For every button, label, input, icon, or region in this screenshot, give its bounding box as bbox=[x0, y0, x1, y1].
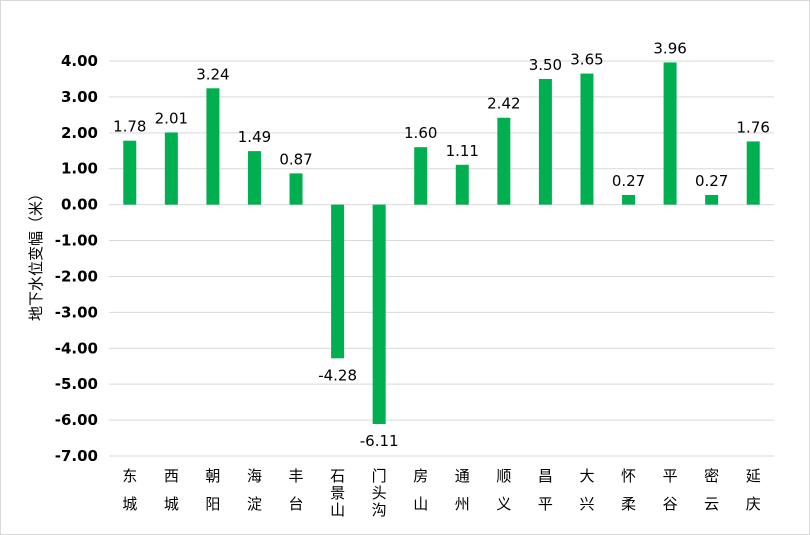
y-tick-label: -3.00 bbox=[55, 303, 98, 321]
category-label: 东城 bbox=[122, 467, 137, 513]
category-label: 西城 bbox=[164, 467, 179, 513]
y-axis-title: 地下水位变幅（米） bbox=[27, 186, 45, 321]
category-label: 延庆 bbox=[746, 467, 761, 513]
y-tick-label: -7.00 bbox=[55, 447, 98, 465]
y-tick-label: 2.00 bbox=[61, 124, 98, 142]
y-tick-label: 0.00 bbox=[61, 196, 98, 214]
y-tick-label: 1.00 bbox=[61, 160, 98, 178]
category-label: 密云 bbox=[704, 467, 719, 513]
data-label: 0.27 bbox=[695, 172, 728, 190]
data-label: 0.87 bbox=[279, 150, 312, 168]
data-label: -6.11 bbox=[360, 432, 399, 450]
category-label: 平谷 bbox=[663, 467, 678, 513]
category-label: 怀柔 bbox=[621, 467, 636, 513]
data-label: 1.76 bbox=[737, 118, 770, 136]
category-label: 房山 bbox=[413, 467, 428, 513]
bar bbox=[247, 151, 261, 205]
category-label: 石景山 bbox=[330, 467, 345, 519]
y-tick-label: -6.00 bbox=[55, 411, 98, 429]
category-label: 门头沟 bbox=[372, 467, 387, 519]
data-label: 3.96 bbox=[653, 39, 686, 57]
data-label: 3.24 bbox=[196, 65, 229, 83]
bar bbox=[414, 147, 428, 205]
y-tick-label: 4.00 bbox=[61, 52, 98, 70]
y-tick-label: -5.00 bbox=[55, 375, 98, 393]
y-tick-label: -4.00 bbox=[55, 339, 98, 357]
bar bbox=[538, 78, 552, 205]
bar bbox=[372, 204, 386, 425]
bar bbox=[331, 204, 345, 359]
y-tick-label: -1.00 bbox=[55, 232, 98, 250]
bar bbox=[663, 62, 677, 205]
category-label: 朝阳 bbox=[205, 467, 220, 513]
category-label: 丰台 bbox=[289, 467, 304, 513]
data-label: 0.27 bbox=[612, 172, 645, 190]
bar bbox=[289, 173, 303, 205]
category-label: 大兴 bbox=[579, 467, 594, 513]
data-label: 3.50 bbox=[529, 56, 562, 74]
bar bbox=[206, 88, 220, 205]
bar bbox=[622, 194, 636, 205]
bar bbox=[580, 73, 594, 205]
category-label: 昌平 bbox=[538, 467, 553, 513]
data-label: 1.11 bbox=[446, 142, 479, 160]
bar bbox=[746, 141, 760, 205]
category-label: 顺义 bbox=[496, 467, 511, 513]
bar bbox=[705, 194, 719, 205]
y-tick-label: 3.00 bbox=[61, 88, 98, 106]
bar bbox=[123, 140, 137, 205]
data-label: -4.28 bbox=[318, 366, 357, 384]
category-label: 海淀 bbox=[247, 467, 262, 513]
data-label: 1.78 bbox=[113, 118, 146, 136]
category-label: 通州 bbox=[455, 467, 470, 513]
bar bbox=[497, 117, 511, 205]
bar bbox=[164, 132, 178, 205]
data-label: 1.49 bbox=[238, 128, 271, 146]
data-label: 3.65 bbox=[570, 51, 603, 69]
data-label: 2.01 bbox=[155, 109, 188, 127]
data-label: 2.42 bbox=[487, 95, 520, 113]
data-label: 1.60 bbox=[404, 124, 437, 142]
bar bbox=[455, 164, 469, 205]
y-tick-label: -2.00 bbox=[55, 267, 98, 285]
